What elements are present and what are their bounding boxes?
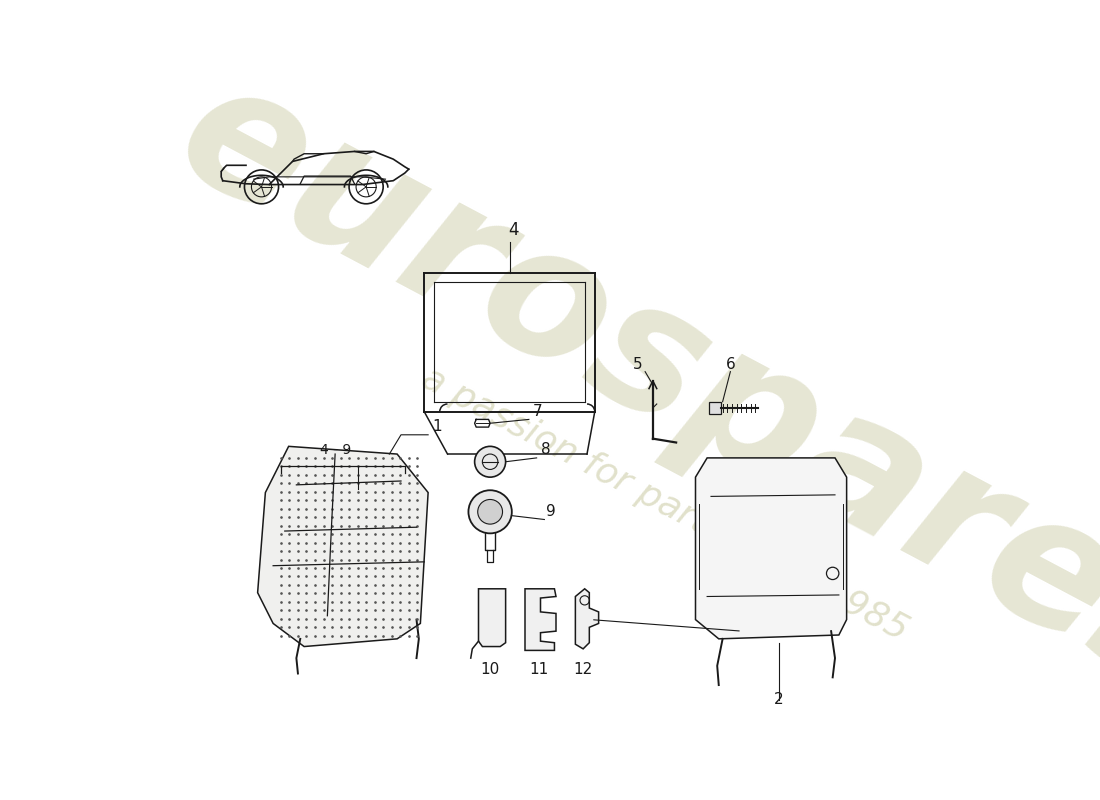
Text: 1: 1	[432, 419, 441, 434]
Circle shape	[469, 490, 512, 534]
Circle shape	[474, 446, 506, 477]
Polygon shape	[257, 446, 428, 646]
Text: 5: 5	[632, 358, 642, 372]
Text: 11: 11	[529, 662, 549, 677]
Text: 12: 12	[573, 662, 593, 677]
Text: a passion for parts since 1985: a passion for parts since 1985	[416, 361, 913, 647]
Bar	[708, 402, 722, 414]
Text: 7: 7	[532, 403, 542, 418]
Text: 6: 6	[726, 358, 735, 372]
Circle shape	[477, 499, 503, 524]
Text: 10: 10	[481, 662, 499, 677]
Polygon shape	[695, 458, 847, 639]
Text: 2: 2	[774, 692, 783, 707]
Polygon shape	[575, 589, 598, 649]
Text: 8: 8	[540, 442, 550, 457]
Text: 9: 9	[546, 504, 556, 518]
Polygon shape	[478, 589, 506, 646]
Text: 4: 4	[508, 221, 518, 238]
Polygon shape	[525, 589, 556, 650]
Text: 4 - 9: 4 - 9	[319, 443, 351, 457]
Text: eurospares: eurospares	[151, 43, 1100, 734]
